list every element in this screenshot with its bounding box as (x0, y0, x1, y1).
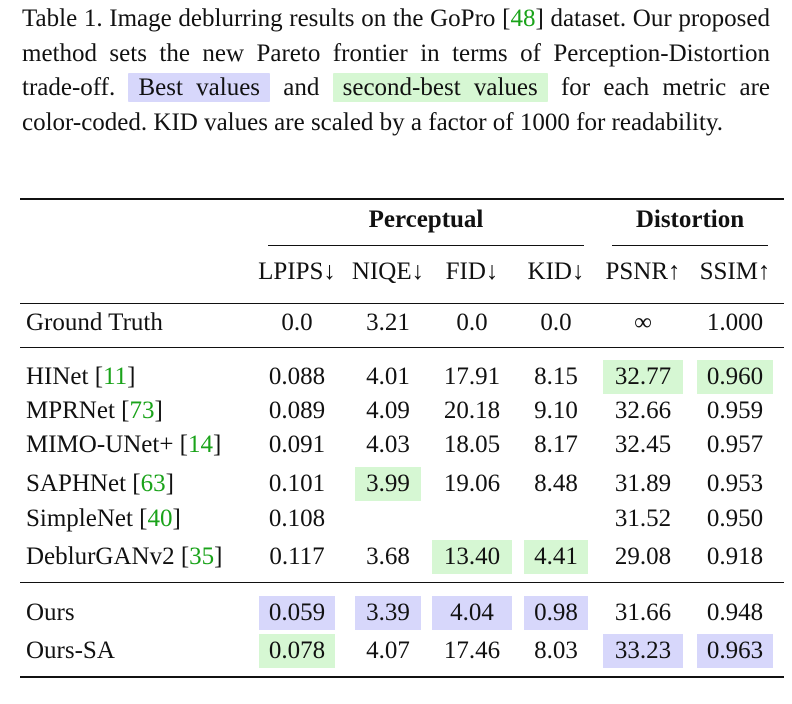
col-psnr-header: PSNR↑ (605, 258, 681, 285)
method-name: SimpleNet [40] (26, 505, 181, 532)
method-name: SAPHNet [63] (26, 470, 174, 497)
value-cell (524, 502, 588, 536)
col-fid-header: FID↓ (445, 258, 499, 285)
distortion-group-header: Distortion (635, 206, 745, 233)
col-ssim-header: SSIM↑ (699, 258, 771, 285)
best-values-legend: Best values (128, 73, 271, 102)
value-cell: 0.117 (269, 543, 325, 570)
citation-link[interactable]: 14 (188, 431, 213, 458)
table-caption: Table 1. Image deblurring results on the… (22, 5, 771, 136)
value-cell: 8.03 (534, 637, 578, 664)
value-cell: 17.46 (443, 637, 501, 664)
value-cell: 0.950 (706, 505, 764, 532)
value-cell: 18.05 (443, 431, 501, 458)
value-cell (355, 502, 421, 536)
value-cell: 0.0 (281, 309, 313, 336)
value-cell: 1.000 (706, 309, 764, 336)
col-kid-header: KID↓ (527, 258, 585, 285)
second-best-values-legend: second-best values (332, 73, 548, 102)
value-cell: 4.03 (366, 431, 410, 458)
citation-link[interactable]: 11 (103, 363, 128, 390)
citation-link[interactable]: 73 (129, 397, 155, 424)
value-cell: 9.10 (534, 397, 578, 424)
value-cell: 31.89 (614, 470, 672, 497)
value-cell: 13.40 (432, 540, 512, 574)
citation-link[interactable]: 48 (510, 5, 536, 32)
method-name: DeblurGANv2 [35] (26, 543, 223, 570)
value-cell: 3.21 (366, 309, 410, 336)
citation-link[interactable]: 63 (140, 470, 166, 497)
value-cell: 31.66 (614, 599, 672, 626)
value-cell: 0.959 (706, 397, 764, 424)
value-cell: 4.01 (366, 363, 410, 390)
value-cell: 3.99 (355, 467, 421, 501)
value-cell: 0.918 (706, 543, 764, 570)
value-cell: 8.17 (534, 431, 578, 458)
value-cell: 4.41 (524, 540, 588, 574)
value-cell (432, 502, 512, 536)
method-name: Ground Truth (26, 309, 163, 336)
citation-link[interactable]: 40 (147, 505, 173, 532)
value-cell: 19.06 (443, 470, 501, 497)
value-cell: 33.23 (603, 634, 683, 668)
method-name: MIMO-UNet+ [14] (26, 431, 222, 458)
col-niqe-header: NIQE↓ (351, 258, 425, 285)
value-cell: 0.108 (268, 505, 326, 532)
value-cell: 4.09 (366, 397, 410, 424)
value-cell: 0.98 (524, 596, 588, 630)
value-cell: 8.15 (534, 363, 578, 390)
value-cell: 0.101 (268, 470, 326, 497)
value-cell: 3.68 (366, 543, 410, 570)
bottom-rule (20, 676, 784, 678)
baselines-rule (20, 582, 784, 583)
value-cell: ∞ (634, 309, 652, 336)
citation-link[interactable]: 35 (189, 543, 215, 570)
value-cell: 0.948 (706, 599, 764, 626)
value-cell: 32.45 (614, 431, 672, 458)
method-name: HINet [11] (26, 363, 136, 390)
distortion-cmidrule (612, 245, 768, 246)
value-cell: 0.0 (456, 309, 488, 336)
perceptual-group-header: Perceptual (368, 206, 484, 233)
value-cell: 20.18 (443, 397, 501, 424)
value-cell: 4.04 (432, 596, 512, 630)
value-cell: 17.91 (443, 363, 501, 390)
method-name: Ours (26, 599, 75, 626)
value-cell: 0.0 (540, 309, 572, 336)
value-cell: 0.059 (259, 596, 335, 630)
top-rule (20, 198, 784, 200)
value-cell: 31.52 (614, 505, 672, 532)
value-cell: 8.48 (534, 470, 578, 497)
gt-rule (20, 347, 784, 348)
value-cell: 3.39 (355, 596, 421, 630)
value-cell: 4.07 (366, 637, 410, 664)
perceptual-cmidrule (268, 245, 584, 246)
value-cell: 0.089 (268, 397, 326, 424)
header-rule (20, 303, 784, 304)
value-cell: 0.091 (268, 431, 326, 458)
value-cell: 32.66 (614, 397, 672, 424)
value-cell: 29.08 (614, 543, 672, 570)
method-name: Ours-SA (26, 637, 115, 664)
value-cell: 0.953 (706, 470, 764, 497)
value-cell: 32.77 (603, 360, 683, 394)
value-cell: 0.963 (697, 634, 773, 668)
value-cell: 0.078 (259, 634, 335, 668)
col-lpips-header: LPIPS↓ (258, 258, 336, 285)
value-cell: 0.088 (268, 363, 326, 390)
method-name: MPRNet [73] (26, 397, 163, 424)
value-cell: 0.957 (706, 431, 764, 458)
value-cell: 0.960 (697, 360, 773, 394)
